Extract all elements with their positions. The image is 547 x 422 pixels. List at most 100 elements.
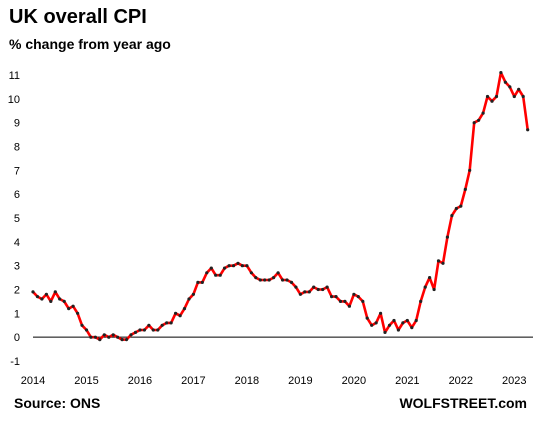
data-point bbox=[338, 299, 343, 303]
data-point bbox=[423, 285, 427, 289]
data-point bbox=[102, 333, 106, 337]
data-point bbox=[303, 290, 307, 294]
data-point bbox=[58, 297, 62, 301]
data-points bbox=[31, 71, 530, 342]
series-line-cpi bbox=[32, 71, 529, 341]
data-point bbox=[401, 321, 405, 325]
y-tick-label: 0 bbox=[14, 332, 20, 344]
data-point bbox=[517, 87, 521, 91]
data-point bbox=[374, 321, 378, 325]
data-point bbox=[111, 333, 115, 337]
data-point bbox=[294, 285, 298, 289]
data-point bbox=[490, 99, 494, 103]
y-tick-label: 7 bbox=[14, 165, 20, 177]
data-point bbox=[182, 307, 187, 311]
data-point bbox=[379, 311, 383, 315]
y-tick-label: 3 bbox=[14, 261, 20, 273]
data-point bbox=[321, 287, 325, 292]
brand-label: WOLFSTREET.com bbox=[399, 395, 527, 411]
chart-title: UK overall CPI bbox=[9, 6, 147, 28]
y-tick-label: 11 bbox=[9, 70, 20, 82]
data-point bbox=[419, 299, 423, 303]
data-point bbox=[84, 328, 89, 332]
data-point bbox=[71, 304, 75, 308]
data-point bbox=[414, 318, 418, 323]
data-point bbox=[352, 292, 356, 296]
chart-subtitle: % change from year ago bbox=[9, 36, 171, 52]
data-point bbox=[227, 264, 231, 268]
data-point bbox=[312, 285, 316, 289]
data-point bbox=[258, 278, 262, 282]
data-point bbox=[347, 304, 351, 308]
data-point bbox=[160, 323, 164, 327]
data-point bbox=[254, 276, 258, 280]
data-point bbox=[214, 273, 218, 277]
y-tick-label: 1 bbox=[14, 308, 20, 320]
data-point bbox=[67, 307, 71, 311]
data-point bbox=[169, 321, 173, 325]
data-point bbox=[485, 94, 490, 99]
data-point bbox=[31, 290, 35, 294]
data-point bbox=[285, 278, 289, 282]
data-point bbox=[298, 292, 302, 296]
data-point bbox=[191, 292, 195, 296]
data-point bbox=[35, 295, 40, 299]
data-point bbox=[240, 264, 244, 268]
x-tick-label: 2019 bbox=[288, 375, 312, 387]
data-point bbox=[370, 323, 374, 327]
data-point bbox=[508, 85, 512, 89]
y-axis-ticks: -1 0 1 2 3 4 5 6 7 8 9 10 11 bbox=[8, 70, 20, 368]
data-point bbox=[330, 295, 334, 299]
data-point bbox=[200, 280, 204, 284]
data-point bbox=[249, 271, 253, 275]
data-point bbox=[365, 316, 369, 320]
data-point bbox=[526, 128, 530, 132]
data-point bbox=[147, 323, 151, 327]
y-tick-label: -1 bbox=[10, 356, 20, 368]
data-point bbox=[276, 271, 280, 275]
x-tick-label: 2018 bbox=[235, 375, 259, 387]
data-point bbox=[436, 259, 441, 263]
data-point bbox=[80, 323, 84, 327]
data-point bbox=[410, 326, 414, 330]
data-point bbox=[307, 290, 311, 294]
x-tick-label: 2016 bbox=[128, 375, 152, 387]
data-point bbox=[53, 290, 57, 294]
data-point bbox=[165, 321, 169, 325]
y-tick-label: 8 bbox=[14, 142, 20, 154]
data-point bbox=[450, 214, 454, 218]
data-point bbox=[481, 111, 485, 115]
data-point bbox=[138, 328, 142, 332]
data-point bbox=[142, 328, 146, 332]
x-tick-label: 2014 bbox=[21, 375, 45, 387]
data-point bbox=[156, 328, 160, 332]
y-tick-label: 2 bbox=[14, 285, 20, 297]
data-point bbox=[289, 280, 294, 284]
data-point bbox=[494, 94, 499, 99]
data-point bbox=[325, 285, 329, 289]
data-point bbox=[521, 94, 525, 99]
data-point bbox=[272, 276, 276, 280]
data-point bbox=[383, 330, 387, 334]
data-point bbox=[503, 80, 507, 84]
data-point bbox=[472, 121, 476, 125]
x-tick-label: 2015 bbox=[74, 375, 98, 387]
x-tick-label: 2020 bbox=[342, 375, 366, 387]
data-point bbox=[129, 333, 133, 337]
data-point bbox=[44, 292, 49, 296]
data-point bbox=[98, 338, 102, 342]
data-point bbox=[316, 287, 320, 292]
x-tick-label: 2017 bbox=[181, 375, 205, 387]
y-tick-label: 10 bbox=[8, 94, 20, 106]
data-point bbox=[441, 261, 445, 265]
data-point bbox=[40, 297, 44, 301]
data-point bbox=[343, 299, 347, 303]
x-axis-ticks: 2014 2015 2016 2017 2018 2019 2020 2021 2022 2023 bbox=[21, 375, 527, 387]
data-point bbox=[116, 335, 120, 339]
data-point bbox=[263, 278, 267, 282]
data-point bbox=[396, 328, 400, 332]
data-point bbox=[205, 271, 209, 275]
data-point bbox=[459, 204, 463, 208]
data-point bbox=[76, 311, 80, 315]
data-point bbox=[107, 335, 111, 339]
